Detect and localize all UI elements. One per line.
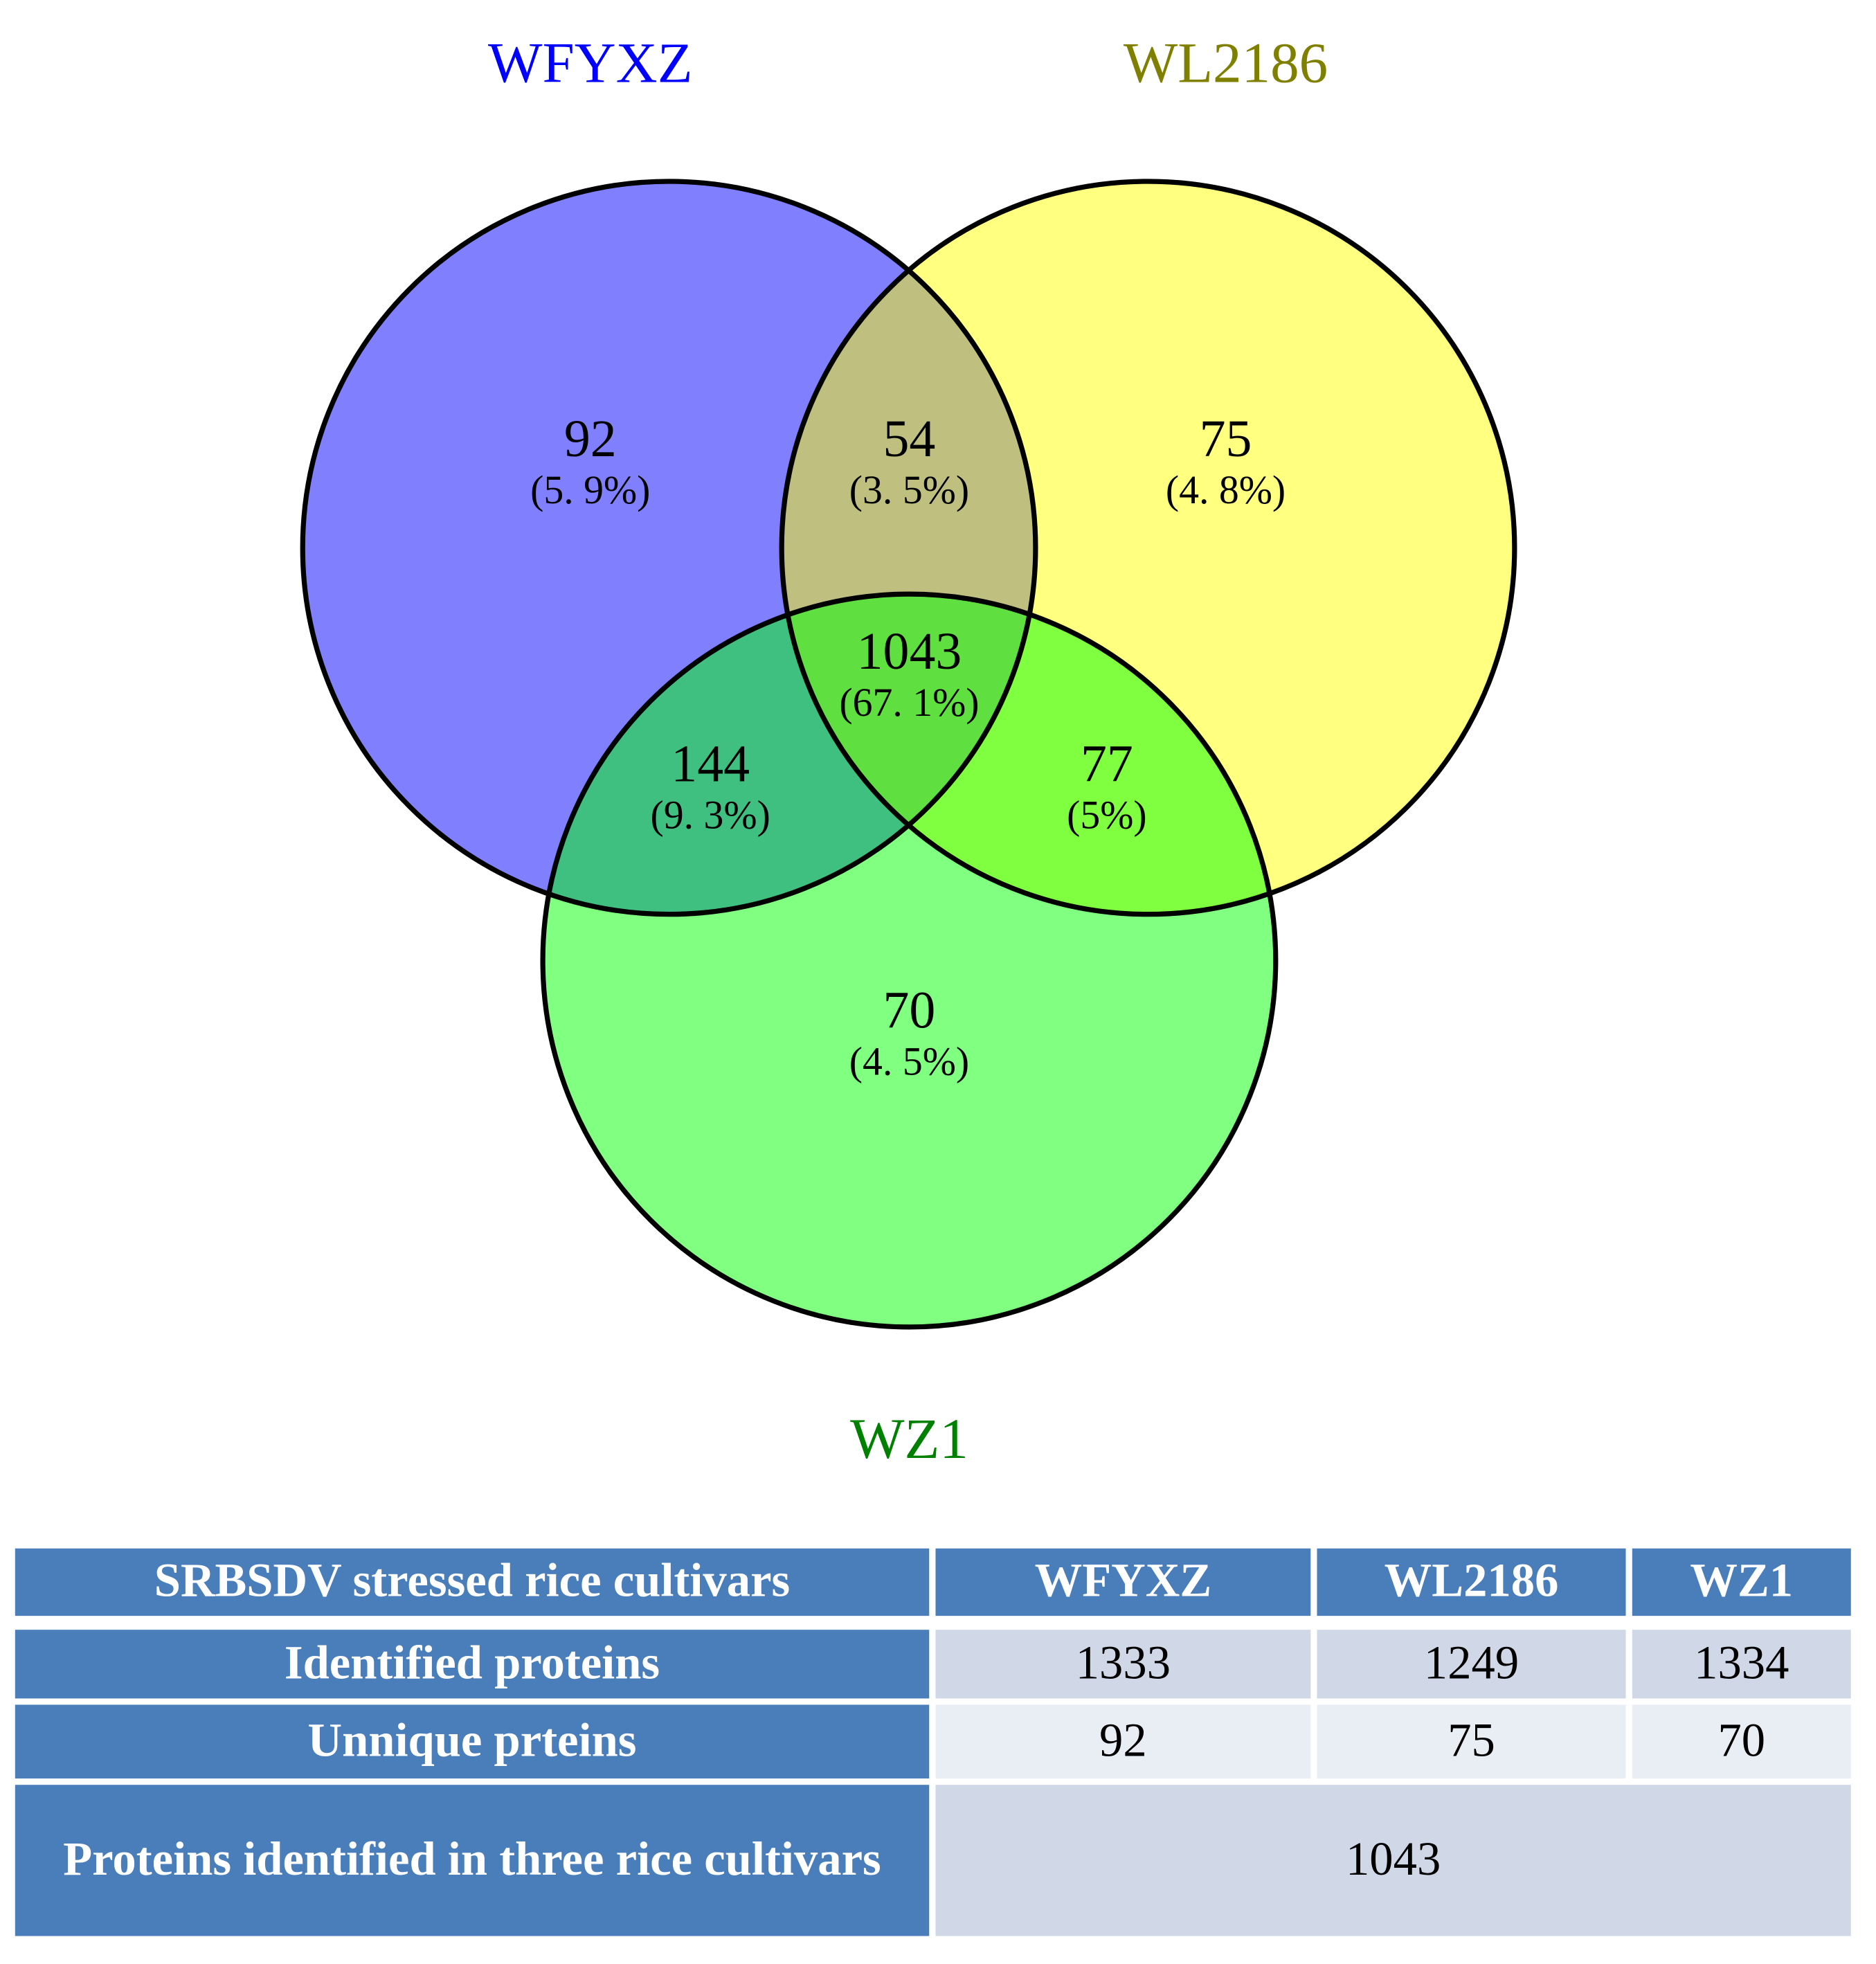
region-count: 77 [1081,735,1133,793]
region-percent: (5%) [1067,793,1147,838]
header-cell: SRBSDV stressed rice cultivars [15,1548,930,1616]
table-cell: 70 [1632,1704,1851,1779]
set-outline [540,591,1279,1330]
row-header: Unnique prteins [15,1704,930,1779]
set-title: WFYXZ [488,30,692,94]
table-cell-box: WL2186 [1317,1548,1626,1616]
table-cell-box: 1249 [1317,1630,1626,1699]
table-cell: 1334 [1632,1630,1851,1699]
table-cell: 1249 [1317,1630,1626,1699]
set-outline [300,179,1038,917]
table-cell: 75 [1317,1704,1626,1779]
region-count: 70 [883,981,936,1039]
region-percent: (9. 3%) [651,793,770,838]
table-cell: 1043 [935,1785,1851,1936]
set-outline [779,179,1517,917]
region-labels: 92(5. 9%) 54(3. 5%) 75(4. 8%) 1043(67. 1%) 1… [530,410,1286,1084]
region-count: 1043 [857,622,962,681]
region-percent: (5. 9%) [530,467,650,512]
region-percent: (4. 5%) [849,1039,969,1084]
table-cell-box: 1333 [935,1630,1311,1699]
table-cell: 92 [935,1704,1311,1779]
row-header: Identified proteins [15,1630,930,1699]
region-count: 75 [1200,410,1252,468]
table-cell-box: 70 [1632,1704,1851,1779]
region-percent: (67. 1%) [839,680,979,725]
table-cell-box: 75 [1317,1704,1626,1779]
table-cell-box: 1334 [1632,1630,1851,1699]
table-cell-box: Proteins identified in three rice cultiv… [15,1785,930,1936]
region-count: 92 [564,410,617,468]
table-cell-box: 92 [935,1704,1311,1779]
header-cell: WFYXZ [935,1548,1311,1616]
table-cell-box: 1043 [935,1785,1851,1936]
table-cell-box: SRBSDV stressed rice cultivars [15,1548,930,1616]
table-cell-box: Unnique prteins [15,1704,930,1779]
overlap [782,594,1276,915]
region-count: 54 [883,410,936,468]
header-cell: WL2186 [1317,1548,1626,1616]
table-cell-box: Identified proteins [15,1630,930,1699]
set-title: WZ1 [850,1407,968,1470]
table-cell: 1333 [935,1630,1311,1699]
table-cell-box: WZ1 [1632,1548,1851,1616]
overlap [543,594,1036,915]
region-percent: (4. 8%) [1166,467,1286,512]
header-cell: WZ1 [1632,1548,1851,1616]
region-count: 144 [671,735,750,793]
venn: WFYXZ WL2186 WZ1 [300,30,1517,1470]
row-header: Proteins identified in three rice cultiv… [15,1785,930,1936]
table: SRBSDV stressed rice cultivars WFYXZ WL218… [15,1548,1851,1936]
set-title: WL2186 [1124,30,1328,94]
region-percent: (3. 5%) [849,467,969,512]
table-cell-box: WFYXZ [935,1548,1311,1616]
